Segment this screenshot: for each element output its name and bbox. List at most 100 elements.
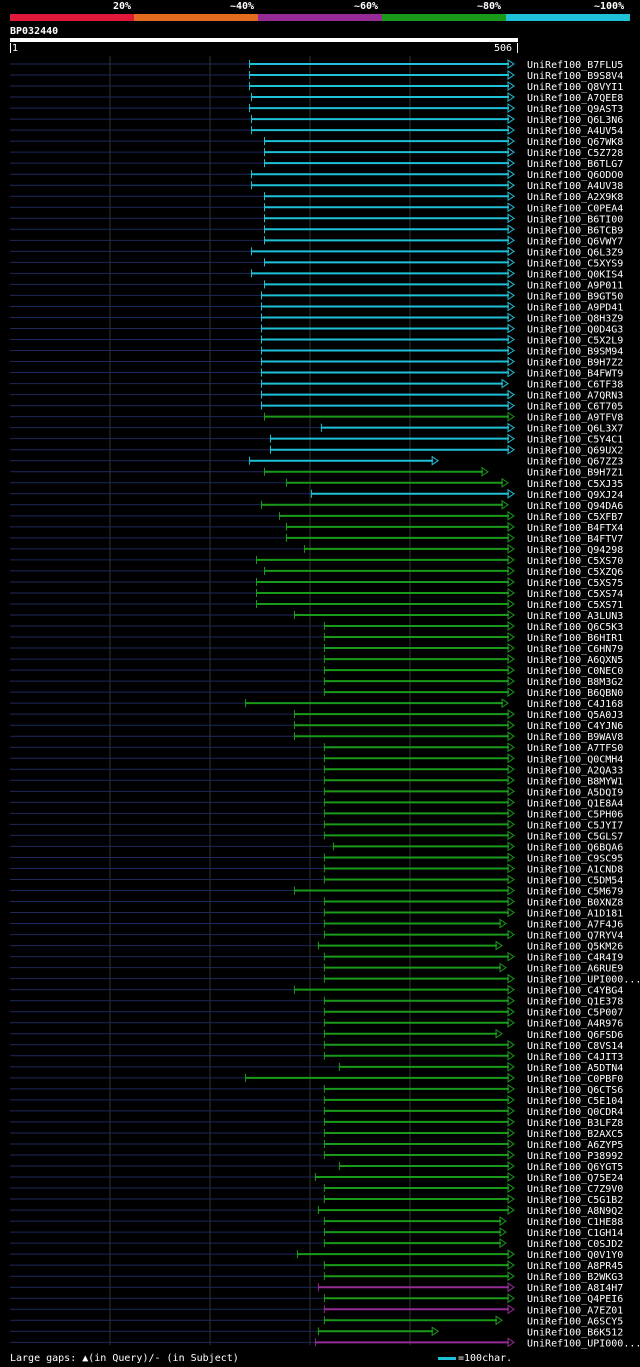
hit-label[interactable]: UniRef100_B6TLG7 [527, 159, 623, 170]
hit-row[interactable]: UniRef100_C0PEA4 [10, 202, 623, 214]
hit-row[interactable]: UniRef100_C4J168 [10, 698, 623, 710]
hit-row[interactable]: UniRef100_B9H7Z2 [10, 356, 623, 369]
hit-row[interactable]: UniRef100_B0XNZ8 [10, 896, 623, 909]
hit-label[interactable]: UniRef100_C0PBF0 [527, 1074, 623, 1085]
hit-row[interactable]: UniRef100_A9PD41 [10, 301, 623, 313]
hit-row[interactable]: UniRef100_C4YJN6 [10, 720, 623, 732]
hit-row[interactable]: UniRef100_Q8H3Z9 [10, 312, 623, 324]
hit-label[interactable]: UniRef100_A9PD41 [527, 302, 623, 313]
hit-row[interactable]: UniRef100_Q0V1Y0 [10, 1249, 623, 1261]
hit-row[interactable]: UniRef100_Q4PEI6 [10, 1293, 623, 1305]
hit-row[interactable]: UniRef100_C5XS71 [10, 599, 623, 611]
hit-row[interactable]: UniRef100_C0NEC0 [10, 665, 623, 677]
hit-label[interactable]: UniRef100_C5XZQ6 [527, 567, 623, 578]
hit-row[interactable]: UniRef100_C5GLS7 [10, 830, 623, 842]
hit-label[interactable]: UniRef100_A4R976 [527, 1019, 623, 1030]
hit-row[interactable]: UniRef100_A7EZ01 [10, 1304, 623, 1316]
hit-label[interactable]: UniRef100_Q6BQA6 [527, 842, 623, 853]
hit-row[interactable]: UniRef100_C5XFB7 [10, 510, 623, 523]
hit-label[interactable]: UniRef100_Q6L3N6 [527, 115, 623, 126]
hit-label[interactable]: UniRef100_B9WAV8 [527, 732, 623, 743]
hit-label[interactable]: UniRef100_C6T705 [527, 402, 623, 413]
hit-row[interactable]: UniRef100_A8I4H7 [10, 1282, 623, 1294]
hit-row[interactable]: UniRef100_C5Y4C1 [10, 433, 623, 446]
hit-label[interactable]: UniRef100_Q6L3Z9 [527, 247, 623, 258]
hit-label[interactable]: UniRef100_C8VS14 [527, 1041, 623, 1052]
hit-row[interactable]: UniRef100_C6T705 [10, 400, 623, 413]
hit-label[interactable]: UniRef100_UPI000... [527, 975, 640, 986]
hit-label[interactable]: UniRef100_B2WKG3 [527, 1272, 623, 1283]
hit-label[interactable]: UniRef100_A6ZYP5 [527, 1140, 623, 1151]
hit-label[interactable]: UniRef100_Q67WK8 [527, 137, 623, 148]
hit-row[interactable]: UniRef100_C7Z9V0 [10, 1183, 623, 1195]
hit-label[interactable]: UniRef100_P38992 [527, 1151, 623, 1162]
hit-row[interactable]: UniRef100_C5JYI7 [10, 819, 623, 831]
hit-label[interactable]: UniRef100_UPI000... [527, 1338, 640, 1349]
hit-row[interactable]: UniRef100_P38992 [10, 1150, 623, 1162]
hit-row[interactable]: UniRef100_Q9XJ24 [10, 488, 623, 501]
hit-row[interactable]: UniRef100_B6K512 [10, 1326, 623, 1338]
hit-row[interactable]: UniRef100_UPI000... [10, 973, 640, 986]
hit-label[interactable]: UniRef100_C5G1B2 [527, 1195, 623, 1206]
hit-row[interactable]: UniRef100_C5P007 [10, 1006, 623, 1019]
hit-label[interactable]: UniRef100_Q6ODO0 [527, 170, 623, 181]
hit-row[interactable]: UniRef100_C9SC95 [10, 852, 623, 864]
hit-label[interactable]: UniRef100_A7QEE8 [527, 93, 623, 104]
hit-label[interactable]: UniRef100_B9SM94 [527, 347, 623, 358]
hit-row[interactable]: UniRef100_C1GH14 [10, 1227, 623, 1239]
hit-row[interactable]: UniRef100_A7TFS0 [10, 742, 623, 754]
hit-label[interactable]: UniRef100_B9S8V4 [527, 71, 623, 82]
hit-label[interactable]: UniRef100_C4YJN6 [527, 721, 623, 732]
hit-label[interactable]: UniRef100_C5E104 [527, 1096, 623, 1107]
hit-label[interactable]: UniRef100_Q9XJ24 [527, 490, 623, 501]
hit-row[interactable]: UniRef100_Q9ASТ3 [10, 103, 623, 115]
hit-label[interactable]: UniRef100_B6K512 [527, 1327, 623, 1338]
hit-label[interactable]: UniRef100_Q75E24 [527, 1173, 623, 1184]
hit-label[interactable]: UniRef100_B9GT50 [527, 291, 623, 302]
hit-label[interactable]: UniRef100_C4J168 [527, 699, 623, 710]
hit-label[interactable]: UniRef100_C5XS74 [527, 589, 623, 600]
hit-label[interactable]: UniRef100_A9P011 [527, 280, 623, 291]
hit-row[interactable]: UniRef100_B8M3G2 [10, 676, 623, 688]
hit-row[interactable]: UniRef100_Q6VWY7 [10, 235, 623, 247]
hit-label[interactable]: UniRef100_A7TFS0 [527, 743, 623, 754]
hit-label[interactable]: UniRef100_A8PR45 [527, 1261, 623, 1272]
hit-row[interactable]: UniRef100_B4FTX4 [10, 521, 623, 534]
hit-row[interactable]: UniRef100_B6TLG7 [10, 158, 623, 170]
hit-label[interactable]: UniRef100_C5XJ35 [527, 479, 623, 490]
hit-label[interactable]: UniRef100_C1HE88 [527, 1217, 623, 1228]
hit-label[interactable]: UniRef100_Q6FSD6 [527, 1030, 623, 1041]
hit-row[interactable]: UniRef100_C0PBF0 [10, 1072, 623, 1085]
hit-row[interactable]: UniRef100_Q94298 [10, 543, 623, 556]
hit-label[interactable]: UniRef100_B6QBN0 [527, 688, 623, 699]
hit-row[interactable]: UniRef100_Q6C5K3 [10, 621, 623, 633]
hit-label[interactable]: UniRef100_B6HIR1 [527, 633, 623, 644]
hit-row[interactable]: UniRef100_A5DTN4 [10, 1061, 623, 1074]
hit-label[interactable]: UniRef100_B2AXC5 [527, 1129, 623, 1140]
hit-label[interactable]: UniRef100_C5GLS7 [527, 831, 623, 842]
hit-row[interactable]: UniRef100_C5DM54 [10, 874, 623, 886]
hit-row[interactable]: UniRef100_A5DQI9 [10, 786, 623, 798]
hit-row[interactable]: UniRef100_C5XS74 [10, 588, 623, 600]
hit-label[interactable]: UniRef100_B4FTV7 [527, 534, 623, 545]
hit-label[interactable]: UniRef100_C0SJD2 [527, 1239, 623, 1250]
hit-row[interactable]: UniRef100_C5XYS9 [10, 257, 623, 269]
hit-row[interactable]: UniRef100_C8VS14 [10, 1039, 623, 1052]
hit-label[interactable]: UniRef100_C9SC95 [527, 853, 623, 864]
hit-label[interactable]: UniRef100_A5DQI9 [527, 787, 623, 798]
hit-label[interactable]: UniRef100_A8N9Q2 [527, 1206, 623, 1217]
hit-label[interactable]: UniRef100_Q6YGT5 [527, 1162, 623, 1173]
hit-row[interactable]: UniRef100_Q75E24 [10, 1172, 623, 1184]
hit-row[interactable]: UniRef100_A4UV54 [10, 125, 623, 137]
hit-label[interactable]: UniRef100_C5XS71 [527, 600, 623, 611]
hit-row[interactable]: UniRef100_B6HIR1 [10, 632, 623, 644]
hit-row[interactable]: UniRef100_Q6L3X7 [10, 422, 623, 435]
hit-row[interactable]: UniRef100_Q6CTS6 [10, 1083, 623, 1096]
hit-label[interactable]: UniRef100_C5PH06 [527, 809, 623, 820]
hit-row[interactable]: UniRef100_C5XJ35 [10, 477, 623, 490]
hit-row[interactable]: UniRef100_C6TF38 [10, 378, 623, 391]
hit-row[interactable]: UniRef100_A6SCY5 [10, 1315, 623, 1327]
hit-row[interactable]: UniRef100_Q1E378 [10, 995, 623, 1008]
hit-label[interactable]: UniRef100_C5X2L9 [527, 336, 623, 347]
hit-label[interactable]: UniRef100_B4FTX4 [527, 523, 623, 534]
